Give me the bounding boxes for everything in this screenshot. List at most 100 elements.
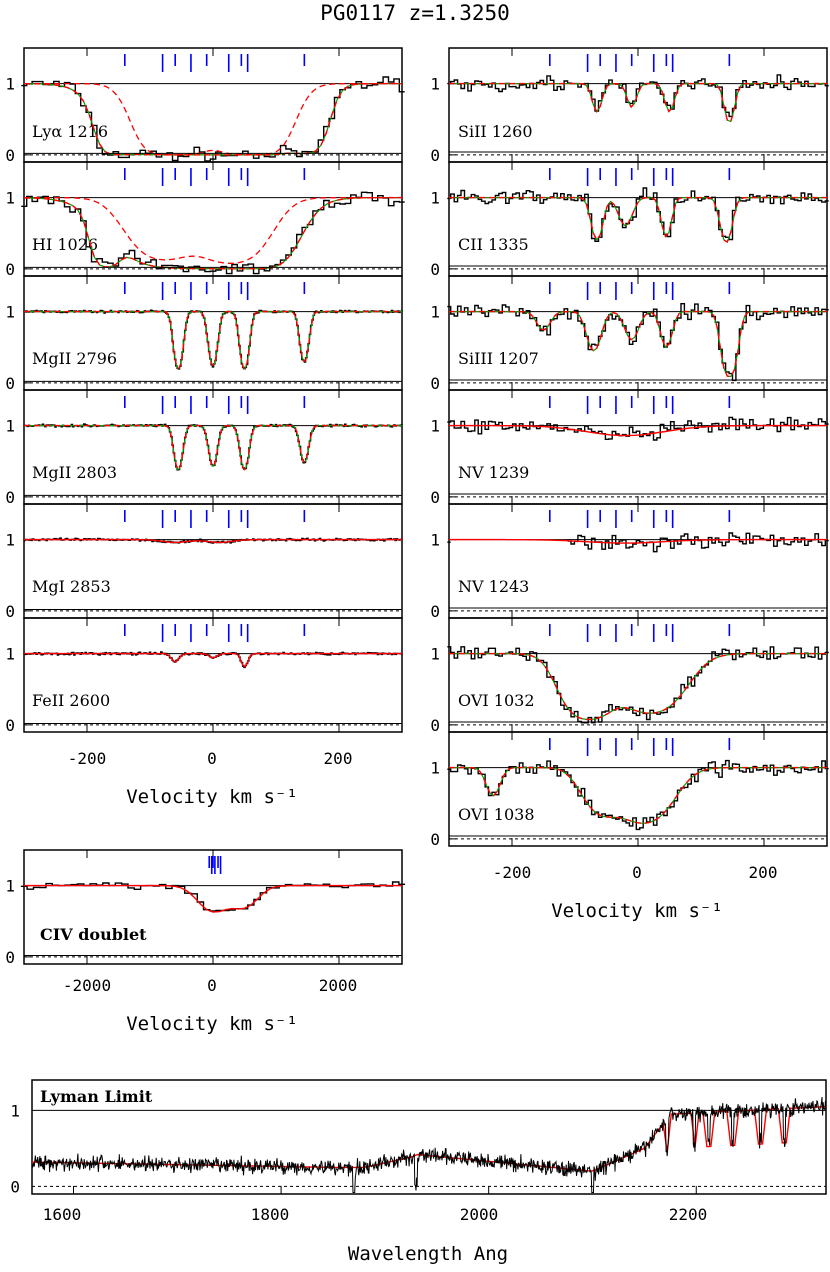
right-panel-4-content: 01 bbox=[430, 390, 829, 507]
civ-panel: CIV doublet -2000 0 2000 Velocity km s⁻¹ bbox=[40, 925, 357, 1035]
left-flux-data bbox=[21, 76, 405, 162]
right-flux-data bbox=[447, 74, 829, 118]
right-flux-data bbox=[447, 303, 829, 382]
right-x-tick-1: -200 bbox=[493, 863, 532, 882]
left-panel-label-5: MgI 2853 bbox=[32, 577, 111, 596]
left-ytick-label-0: 0 bbox=[5, 260, 15, 279]
civ-ytick-label-0: 0 bbox=[5, 948, 15, 967]
left-ytick-label-1: 1 bbox=[5, 531, 15, 550]
left-panel-label-1: Lyα 1216 bbox=[32, 122, 108, 141]
right-panel-label-6: OVI 1032 bbox=[458, 691, 535, 710]
right-panel-label-2: CII 1335 bbox=[458, 235, 529, 254]
ll-x-axis-label: Wavelength Ang bbox=[348, 1243, 508, 1265]
right-ytick-label-1: 1 bbox=[430, 417, 440, 436]
left-ytick-label-0: 0 bbox=[5, 488, 15, 507]
right-panel-4-frame bbox=[448, 389, 828, 505]
figure-title: PG0117 z=1.3250 bbox=[320, 1, 510, 25]
left-panel-5-content: 01 bbox=[5, 504, 403, 621]
left-ytick-label-0: 0 bbox=[5, 146, 15, 165]
right-model-fit bbox=[449, 652, 827, 721]
left-ytick-label-1: 1 bbox=[5, 303, 15, 322]
left-flux-data bbox=[23, 651, 403, 669]
right-model-fit bbox=[449, 82, 827, 123]
right-ytick-label-1: 1 bbox=[430, 75, 440, 94]
right-flux-data bbox=[447, 532, 829, 553]
left-panel-6-content: 01 bbox=[5, 618, 403, 735]
ll-x-tick-2: 1800 bbox=[251, 1205, 290, 1224]
civ-x-tick-1: -2000 bbox=[63, 976, 111, 995]
right-panel-5-frame bbox=[448, 503, 828, 619]
left-model-fit bbox=[24, 82, 402, 156]
right-model-fit bbox=[449, 196, 827, 244]
civ-x-axis-label: Velocity km s⁻¹ bbox=[126, 1013, 298, 1035]
left-ytick-label-0: 0 bbox=[5, 602, 15, 621]
civ-x-tick-3: 2000 bbox=[319, 976, 358, 995]
left-component-dashed bbox=[24, 82, 402, 156]
left-column: Lyα 1216 HI 1026 MgII 2796 MgII 2803 MgI… bbox=[32, 122, 352, 808]
ll-flux-data bbox=[31, 1096, 827, 1193]
left-model-fit bbox=[23, 196, 402, 270]
right-panel-2-content: 01 bbox=[430, 162, 829, 279]
left-x-tick-3: 200 bbox=[324, 749, 353, 768]
right-panel-label-5: NV 1243 bbox=[458, 577, 529, 596]
left-model-fit bbox=[24, 310, 402, 370]
right-model-fit bbox=[449, 766, 827, 824]
right-flux-data bbox=[447, 759, 829, 831]
left-model-fit bbox=[24, 652, 402, 668]
left-x-tick-1: -200 bbox=[68, 749, 107, 768]
right-panel-label-4: NV 1239 bbox=[458, 463, 529, 482]
lyman-limit-label: Lyman Limit bbox=[40, 1087, 153, 1106]
right-ytick-label-0: 0 bbox=[430, 374, 440, 393]
ll-x-tick-4: 2200 bbox=[669, 1205, 708, 1224]
right-panel-label-3: SiIII 1207 bbox=[458, 349, 539, 368]
ll-ytick-label-0: 0 bbox=[10, 1177, 20, 1196]
right-flux-data bbox=[447, 416, 829, 441]
right-ytick-label-0: 0 bbox=[430, 260, 440, 279]
left-panel-3-content: 01 bbox=[5, 276, 403, 393]
right-model-fit bbox=[449, 538, 827, 544]
civ-model-fit bbox=[24, 884, 402, 913]
ll-model-fit bbox=[31, 1105, 827, 1172]
lyman-limit-frame bbox=[31, 1079, 827, 1195]
right-ytick-label-0: 0 bbox=[430, 488, 440, 507]
lyman-limit-panel: Lyman Limit 1600 1800 2000 2200 Waveleng… bbox=[40, 1087, 707, 1265]
right-panel-7-content: 01 bbox=[430, 732, 829, 849]
right-panel-5-content: 01 bbox=[430, 504, 829, 621]
ll-x-tick-3: 2000 bbox=[460, 1205, 499, 1224]
left-panel-label-4: MgII 2803 bbox=[32, 463, 117, 482]
civ-ytick-label-1: 1 bbox=[5, 877, 15, 896]
left-ytick-label-1: 1 bbox=[5, 75, 15, 94]
right-flux-data bbox=[447, 187, 829, 242]
lyman-limit-content: 01 bbox=[10, 1079, 827, 1196]
left-component-fit bbox=[23, 197, 402, 270]
right-model-fit bbox=[449, 424, 827, 437]
left-ytick-label-1: 1 bbox=[5, 189, 15, 208]
ll-ytick-label-1: 1 bbox=[10, 1101, 20, 1120]
right-ytick-label-1: 1 bbox=[430, 303, 440, 322]
right-panel-label-7: OVI 1038 bbox=[458, 805, 535, 824]
left-ytick-label-1: 1 bbox=[5, 645, 15, 664]
left-panel-6-frame bbox=[23, 617, 403, 733]
right-ytick-label-0: 0 bbox=[430, 830, 440, 849]
right-x-axis-label: Velocity km s⁻¹ bbox=[551, 900, 723, 922]
right-panel-6-content: 01 bbox=[430, 618, 829, 735]
left-ytick-label-1: 1 bbox=[5, 417, 15, 436]
right-ytick-label-1: 1 bbox=[430, 189, 440, 208]
right-ytick-label-0: 0 bbox=[430, 716, 440, 735]
left-ytick-label-0: 0 bbox=[5, 716, 15, 735]
left-x-tick-2: 0 bbox=[207, 749, 217, 768]
left-panel-label-2: HI 1026 bbox=[32, 235, 98, 254]
left-component-dashed bbox=[24, 196, 402, 264]
left-ytick-label-0: 0 bbox=[5, 374, 15, 393]
ll-x-tick-1: 1600 bbox=[43, 1205, 82, 1224]
right-ytick-label-1: 1 bbox=[430, 531, 440, 550]
right-panel-3-content: 01 bbox=[430, 276, 829, 393]
right-x-tick-3: 200 bbox=[749, 863, 778, 882]
left-panel-5-frame bbox=[23, 503, 403, 619]
right-panel-1-content: 01 bbox=[430, 48, 829, 165]
right-panel-2-frame bbox=[448, 161, 828, 277]
civ-panel-1-content: 01 bbox=[5, 850, 406, 967]
civ-flux-data bbox=[20, 881, 406, 912]
